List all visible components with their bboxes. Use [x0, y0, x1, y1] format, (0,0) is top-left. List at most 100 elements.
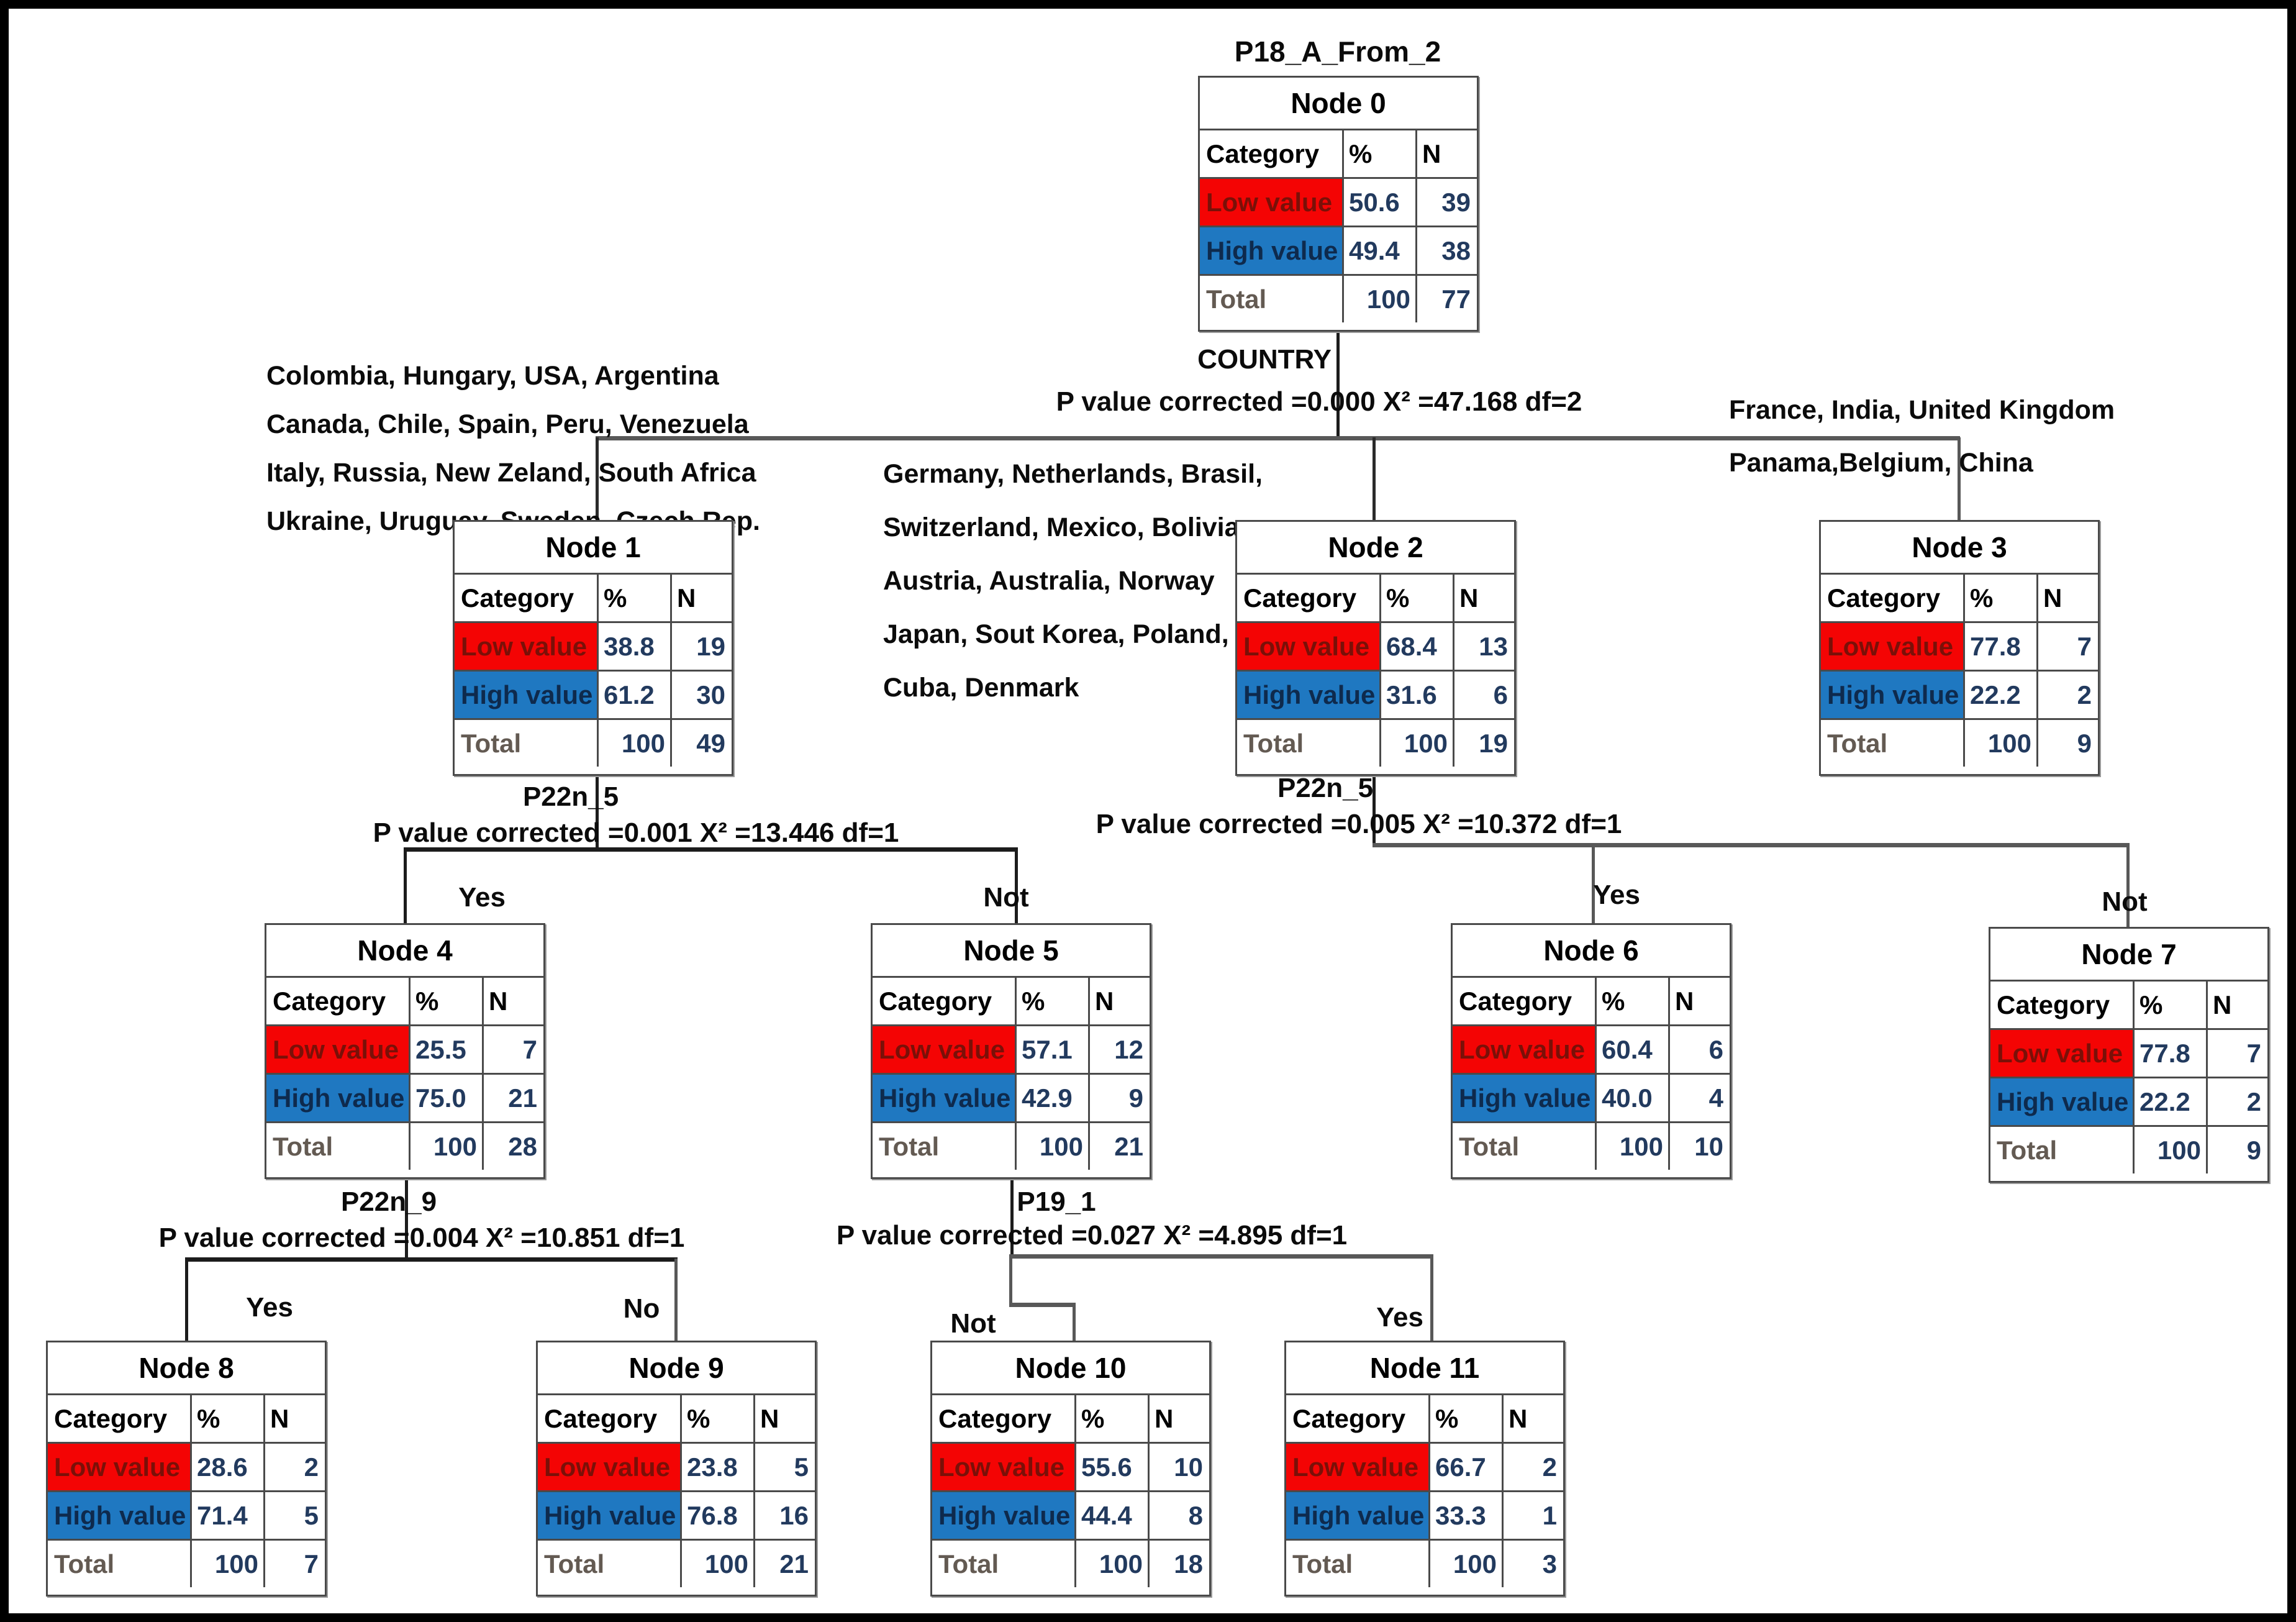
- connector-line: [404, 847, 1018, 852]
- header-n: N: [1422, 139, 1441, 168]
- header-n: N: [270, 1403, 289, 1433]
- total-label: Total: [873, 1123, 1017, 1170]
- branch-label-node10: Not: [950, 1308, 996, 1339]
- high-n: 38: [1441, 235, 1471, 265]
- table-header-row: Category % N: [1821, 573, 2098, 621]
- total-label: Total: [1453, 1123, 1597, 1170]
- high-value-label: High value: [1821, 672, 1965, 718]
- high-value-row: High value 31.6 6: [1237, 670, 1514, 718]
- low-value-label: Low value: [455, 623, 599, 670]
- header-percent: %: [2135, 982, 2208, 1028]
- split-variable-node1: P22n_5: [522, 781, 619, 812]
- header-category: Category: [266, 978, 411, 1024]
- high-percent: 31.6: [1381, 672, 1454, 718]
- header-percent: %: [192, 1395, 265, 1442]
- high-n: 6: [1493, 680, 1508, 709]
- low-value-row: Low value 57.1 12: [873, 1024, 1150, 1073]
- total-percent: 100: [1076, 1541, 1150, 1587]
- split-stats-node2: P value corrected =0.005 X² =10.372 df=1: [1096, 809, 1622, 839]
- high-percent: 22.2: [1965, 672, 2038, 718]
- high-n: 1: [1542, 1500, 1557, 1530]
- connector-line: [674, 1259, 678, 1341]
- table-header-row: Category % N: [873, 976, 1150, 1024]
- total-percent: 100: [1344, 276, 1417, 322]
- high-percent: 40.0: [1597, 1075, 1670, 1121]
- total-row: Total 100 28: [266, 1121, 543, 1170]
- connector-line: [1592, 844, 1595, 923]
- header-category: Category: [48, 1395, 192, 1442]
- branch-label-node7: Not: [2102, 886, 2148, 917]
- node-9-table: Node 9 Category % N Low value 23.8 5 Hig…: [536, 1341, 817, 1597]
- total-row: Total 100 19: [1237, 718, 1514, 767]
- low-value-label: Low value: [266, 1026, 411, 1073]
- branch-countries-node3: France, India, United Kingdom Panama,Bel…: [1729, 395, 2115, 478]
- low-percent: 25.5: [411, 1026, 484, 1073]
- total-label: Total: [538, 1541, 682, 1587]
- branch-label-node9: No: [623, 1293, 660, 1324]
- connector-line: [1015, 849, 1018, 923]
- header-category: Category: [1990, 982, 2135, 1028]
- high-value-row: High value 42.9 9: [873, 1073, 1150, 1121]
- low-percent: 60.4: [1597, 1026, 1670, 1073]
- low-value-row: Low value 55.6 10: [932, 1442, 1209, 1490]
- high-value-row: High value 49.4 38: [1200, 226, 1477, 274]
- low-value-label: Low value: [1237, 623, 1381, 670]
- total-label: Total: [48, 1541, 192, 1587]
- node-title: Node 2: [1328, 531, 1423, 563]
- header-n: N: [2043, 583, 2062, 613]
- table-header-row: Category % N: [48, 1393, 325, 1442]
- connector-line: [596, 437, 599, 520]
- branch-countries-node2: Germany, Netherlands, Brasil, Switzerlan…: [883, 459, 1263, 703]
- total-row: Total 100 3: [1286, 1539, 1563, 1587]
- low-value-label: Low value: [1286, 1444, 1430, 1490]
- branch-label-node4: Yes: [458, 882, 506, 913]
- connector-line: [1010, 1179, 1014, 1255]
- low-n: 7: [2077, 631, 2092, 661]
- connector-line: [1373, 437, 1376, 520]
- root-variable-title: P18_A_From_2: [1234, 35, 1441, 68]
- total-n: 21: [779, 1549, 809, 1579]
- total-label: Total: [1990, 1127, 2135, 1173]
- low-value-row: Low value 38.8 19: [455, 621, 732, 670]
- table-header-row: Category % N: [1200, 129, 1477, 177]
- node-7-table: Node 7 Category % N Low value 77.8 7 Hig…: [1989, 927, 2269, 1183]
- low-value-label: Low value: [48, 1444, 192, 1490]
- header-percent: %: [1381, 575, 1454, 621]
- branch-label-node6: Yes: [1593, 880, 1640, 910]
- header-n: N: [760, 1403, 779, 1433]
- header-n: N: [1155, 1403, 1174, 1433]
- connector-line: [1073, 1303, 1076, 1341]
- high-value-label: High value: [1453, 1075, 1597, 1121]
- low-percent: 66.7: [1430, 1444, 1504, 1490]
- total-row: Total 100 7: [48, 1539, 325, 1587]
- connector-line: [1336, 332, 1340, 437]
- high-n: 16: [779, 1500, 809, 1530]
- node-5-table: Node 5 Category % N Low value 57.1 12 Hi…: [871, 923, 1151, 1179]
- header-n: N: [1675, 986, 1694, 1016]
- high-n: 2: [2077, 680, 2092, 709]
- header-percent: %: [411, 978, 484, 1024]
- table-header-row: Category % N: [1990, 980, 2267, 1028]
- total-n: 18: [1174, 1549, 1203, 1579]
- low-n: 2: [304, 1452, 319, 1482]
- node-title: Node 10: [1015, 1352, 1127, 1384]
- low-percent: 38.8: [599, 623, 672, 670]
- split-stats-node1: P value corrected =0.001 X² =13.446 df=1: [373, 818, 899, 848]
- high-value-label: High value: [1286, 1492, 1430, 1539]
- high-percent: 49.4: [1344, 227, 1417, 274]
- connector-line: [405, 1179, 408, 1260]
- low-n: 7: [522, 1034, 537, 1064]
- split-variable-country: COUNTRY: [1197, 344, 1332, 375]
- connector-line: [1373, 776, 1376, 845]
- header-percent: %: [599, 575, 672, 621]
- low-n: 39: [1441, 187, 1471, 217]
- connector-line: [185, 1259, 188, 1341]
- low-percent: 50.6: [1344, 179, 1417, 226]
- high-value-label: High value: [932, 1492, 1076, 1539]
- low-value-row: Low value 77.8 7: [1821, 621, 2098, 670]
- branch-label-node8: Yes: [246, 1292, 293, 1323]
- low-percent: 57.1: [1017, 1026, 1090, 1073]
- node-title: Node 0: [1291, 87, 1386, 119]
- table-header-row: Category % N: [1286, 1393, 1563, 1442]
